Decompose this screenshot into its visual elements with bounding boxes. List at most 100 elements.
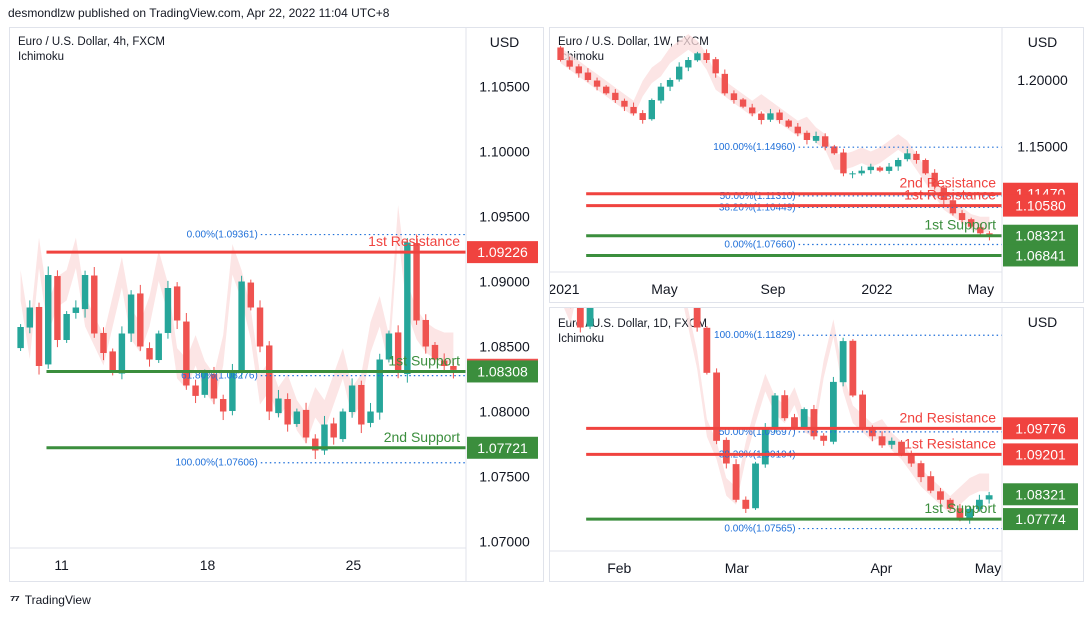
candle-body: [876, 167, 884, 171]
candle-body: [937, 491, 944, 500]
candle-body: [785, 120, 792, 127]
candle-body: [721, 73, 729, 94]
fib-level-label: 100.00%(1.11829): [714, 330, 796, 341]
candle-body: [685, 60, 692, 68]
candle-body: [35, 306, 43, 366]
candle-body: [675, 66, 683, 80]
candle-body: [348, 385, 356, 413]
candle-body: [109, 351, 116, 373]
price-badge: [1003, 244, 1078, 267]
tradingview-footer[interactable]: ⁷⁷ TradingView: [10, 592, 91, 607]
candle-body: [913, 153, 920, 160]
chart-panel-1w[interactable]: Euro / U.S. Dollar, 1W, FXCM Ichimoku 100…: [549, 27, 1084, 303]
candle-body: [767, 113, 774, 120]
price-tick-label: 1.07500: [479, 469, 530, 485]
price-tick-label: 1.09000: [479, 274, 530, 290]
candle-body: [576, 308, 584, 328]
candle-body: [917, 463, 925, 478]
candle-body: [867, 166, 875, 171]
price-badge-label: 1.10580: [1015, 198, 1066, 214]
fib-level-label: 61.80%(1.08276): [181, 371, 258, 382]
candle-body: [761, 427, 769, 465]
level-label-resistance: 1st Resistance: [904, 187, 996, 203]
candle-body: [810, 409, 818, 437]
time-tick-label: Sep: [760, 281, 785, 297]
fib-level-label: 100.00%(1.14960): [713, 142, 795, 153]
chart-panel-1d[interactable]: Euro / U.S. Dollar, 1D, FXCM Ichimoku 100…: [549, 307, 1084, 582]
candle-body: [732, 464, 740, 500]
candle-body: [977, 227, 984, 234]
level-label-resistance: 2nd Resistance: [899, 175, 996, 191]
candle-body: [639, 113, 646, 120]
candle-body: [81, 275, 89, 310]
candle-body: [849, 340, 857, 396]
candle-body: [440, 360, 448, 366]
candle-body: [800, 409, 808, 428]
time-tick-label: 25: [346, 557, 362, 573]
candle-body: [888, 440, 896, 445]
level-label-resistance: 1st Resistance: [368, 233, 460, 249]
currency-label: USD: [490, 34, 520, 50]
time-tick-label: Mar: [725, 560, 749, 576]
chart-svg-left[interactable]: 0.00%(1.09361) 61.80%(1.08276) 100.00%(1.0…: [10, 28, 543, 581]
candle-body: [791, 417, 798, 428]
price-badge: [467, 241, 538, 264]
candle-body: [422, 319, 429, 347]
candle-body: [394, 332, 402, 373]
candle-body: [868, 427, 876, 437]
candle-body: [431, 344, 439, 360]
candle-body: [894, 160, 902, 167]
candle-body: [713, 372, 721, 441]
candle-body: [45, 275, 52, 365]
candle-body: [931, 172, 938, 187]
time-tick-label: Feb: [607, 560, 631, 576]
candle-body: [575, 66, 583, 74]
chart-svg-daily[interactable]: 100.00%(1.11829)50.00%(1.09697)38.20%(1.…: [550, 308, 1083, 581]
price-badge: [467, 360, 538, 383]
candle-body: [693, 308, 701, 328]
candle-body: [192, 385, 199, 396]
price-badge: [1003, 483, 1078, 506]
candle-body: [586, 308, 594, 327]
candle-body: [694, 53, 701, 61]
price-badge-label: 1.07721: [477, 440, 528, 456]
candle-body: [712, 59, 719, 74]
candle-body: [557, 47, 564, 60]
candle-body: [100, 332, 107, 353]
candle-body: [404, 242, 411, 375]
candle-body: [593, 80, 601, 87]
level-label-support: 1st Support: [924, 500, 996, 516]
candle-body: [771, 395, 779, 428]
candle-body: [201, 372, 208, 395]
chart-panel-4h[interactable]: Euro / U.S. Dollar, 4h, FXCM Ichimoku 0.0…: [9, 27, 544, 582]
candle-body: [621, 100, 628, 107]
candle-body: [752, 463, 759, 509]
chart-svg-weekly[interactable]: 100.00%(1.14960) 50.00%(1.11310)38.20%(1.…: [550, 28, 1083, 302]
candle-body: [339, 411, 347, 440]
candle-body: [666, 80, 674, 87]
candle-body: [566, 60, 573, 67]
candle-body: [367, 411, 374, 423]
candle-body: [703, 327, 711, 373]
candle-body: [118, 333, 126, 374]
candle-body: [927, 476, 935, 491]
candle-body: [266, 345, 273, 412]
candle-body: [219, 399, 227, 412]
price-badge-label: 1.08321: [1015, 486, 1066, 502]
level-label-support: 1st Support: [924, 217, 996, 233]
candle-body: [946, 499, 954, 509]
fib-level-label: 0.00%(1.09361): [187, 230, 258, 241]
price-badge-label: 1.08308: [477, 363, 528, 379]
price-tick-label: 1.15000: [1017, 139, 1068, 155]
candle-body: [450, 366, 457, 370]
candle-body: [330, 423, 337, 438]
fib-level-label: 100.00%(1.07606): [176, 458, 258, 469]
candle-body: [898, 441, 905, 455]
candle-body: [849, 173, 856, 175]
level-label-resistance: 1st Resistance: [904, 435, 996, 451]
candle-body: [293, 411, 301, 424]
candle-body: [247, 282, 255, 308]
candle-body: [164, 288, 172, 333]
price-tick-label: 1.07000: [479, 534, 530, 550]
ichimoku-cloud: [20, 205, 454, 444]
